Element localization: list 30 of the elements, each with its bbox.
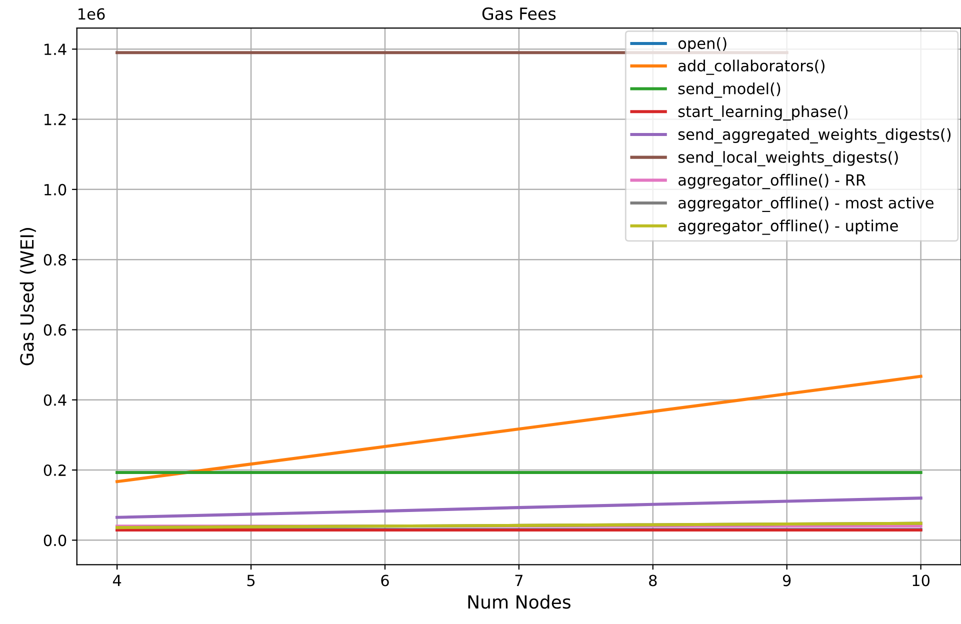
legend-label: add_collaborators() [678, 60, 824, 75]
y-tick-label: 0.6 [44, 324, 66, 336]
x-tick-label: 4 [112, 574, 122, 586]
legend-label: send_local_weights_digests() [678, 151, 898, 166]
chart-title: Gas Fees [482, 7, 556, 20]
x-tick-label: 7 [515, 574, 522, 586]
y-tick-label: 1.0 [44, 184, 66, 196]
y-tick-label: 1.4 [44, 44, 66, 55]
legend-label: aggregator_offline() - most active [678, 196, 934, 212]
line-series [116, 374, 922, 484]
legend-label: aggregator_offline() - uptime [678, 220, 898, 235]
legend-label: send_model() [678, 82, 780, 98]
x-axis-title: Num Nodes [468, 594, 570, 609]
legend-label: open() [678, 37, 726, 52]
y-tick-label: 0.4 [44, 394, 66, 406]
x-tick-label: 10 [912, 574, 930, 586]
text: 1e6 [78, 8, 105, 20]
x-tick-label: 9 [782, 574, 791, 586]
y-tick-label: 1.2 [44, 114, 66, 126]
legend-label: start_learning_phase() [678, 105, 848, 121]
y-axis-title: Gas Used (WEI) [20, 228, 36, 366]
line-series [116, 496, 922, 519]
legend-label: send_aggregated_weights_digests() [678, 128, 951, 144]
y-tick-label: 0.8 [44, 254, 66, 266]
x-tick-label: 5 [247, 574, 255, 586]
y-tick-label: 0.0 [44, 534, 66, 546]
x-tick-label: 6 [381, 574, 389, 586]
legend-label: aggregator_offline() - RR [678, 174, 866, 190]
y-tick-label: 0.2 [44, 464, 66, 476]
x-tick-label: 8 [649, 574, 657, 586]
